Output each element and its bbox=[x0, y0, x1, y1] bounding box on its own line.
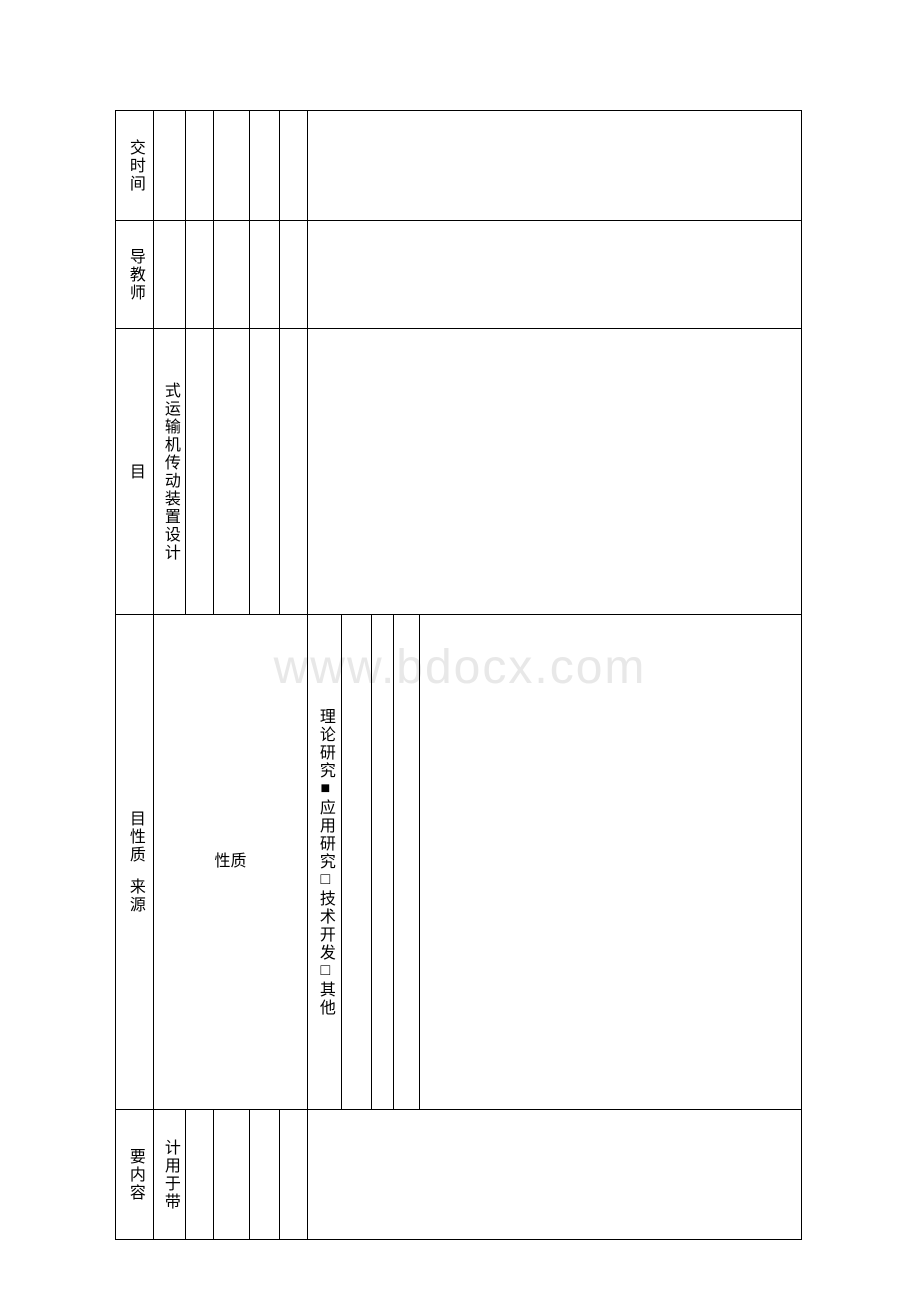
cell-r1-c2 bbox=[186, 111, 214, 221]
cell-content-label: 要内容 bbox=[116, 1110, 154, 1240]
cell-nature-label: 目性质 来源 bbox=[116, 615, 154, 1110]
cell-r5-c5 bbox=[280, 1110, 308, 1240]
cell-r2-c2 bbox=[186, 221, 214, 329]
cell-r2-c3 bbox=[214, 221, 250, 329]
cell-r1-wide bbox=[308, 111, 802, 221]
row-title: 目 式运输机传动装置设计 bbox=[116, 329, 802, 615]
cell-r3-c4 bbox=[250, 329, 280, 615]
cell-title-label: 目 bbox=[116, 329, 154, 615]
cell-time-label: 交时间 bbox=[116, 111, 154, 221]
cell-r4-c8 bbox=[372, 615, 394, 1110]
cell-r1-c1 bbox=[154, 111, 186, 221]
cell-r5-wide bbox=[308, 1110, 802, 1240]
cell-r1-c4 bbox=[250, 111, 280, 221]
row-teacher: 导教师 bbox=[116, 221, 802, 329]
cell-r5-c3 bbox=[214, 1110, 250, 1240]
row-content: 要内容 计用于带 bbox=[116, 1110, 802, 1240]
cell-r3-c2 bbox=[186, 329, 214, 615]
row-nature: 目性质 来源 性质 理论研究■应用研究□技术开发□其他 bbox=[116, 615, 802, 1110]
cell-nature-options: 理论研究■应用研究□技术开发□其他 bbox=[308, 615, 342, 1110]
cell-r1-c3 bbox=[214, 111, 250, 221]
cell-teacher-label: 导教师 bbox=[116, 221, 154, 329]
cell-r2-c4 bbox=[250, 221, 280, 329]
cell-r4-wide bbox=[420, 615, 802, 1110]
cell-r2-c1 bbox=[154, 221, 186, 329]
cell-r3-wide bbox=[308, 329, 802, 615]
cell-r3-c3 bbox=[214, 329, 250, 615]
cell-r4-c7 bbox=[342, 615, 372, 1110]
cell-r5-c2 bbox=[186, 1110, 214, 1240]
form-table-container: 交时间 导教师 目 式运输机传动装置设计 bbox=[115, 110, 802, 1240]
cell-title-content: 式运输机传动装置设计 bbox=[154, 329, 186, 615]
cell-content-text: 计用于带 bbox=[154, 1110, 186, 1240]
cell-r1-c5 bbox=[280, 111, 308, 221]
cell-r4-c9 bbox=[394, 615, 420, 1110]
cell-r2-c5 bbox=[280, 221, 308, 329]
row-time: 交时间 bbox=[116, 111, 802, 221]
cell-nature-heading: 性质 bbox=[154, 615, 308, 1110]
cell-r3-c5 bbox=[280, 329, 308, 615]
form-table: 交时间 导教师 目 式运输机传动装置设计 bbox=[115, 110, 802, 1240]
cell-r2-wide bbox=[308, 221, 802, 329]
cell-r5-c4 bbox=[250, 1110, 280, 1240]
